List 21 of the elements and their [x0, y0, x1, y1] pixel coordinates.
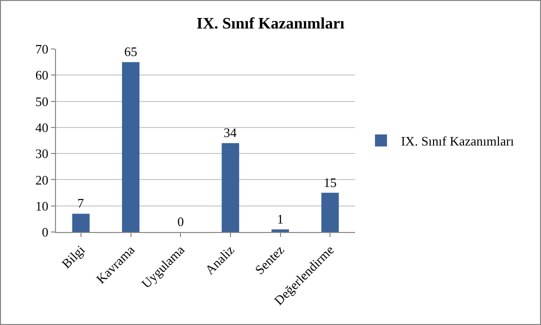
y-tick-label: 20 — [35, 172, 48, 188]
data-label: 0 — [177, 214, 184, 229]
y-tick-label: 0 — [42, 224, 48, 240]
chart-title: IX. Sınıf Kazanımları — [196, 15, 346, 32]
y-tick-label: 70 — [35, 42, 48, 57]
data-label: 34 — [224, 125, 238, 140]
data-label: 1 — [277, 211, 284, 226]
bar — [272, 229, 289, 232]
data-label: 15 — [324, 174, 337, 190]
bar — [222, 143, 240, 232]
data-label: 7 — [77, 196, 84, 211]
legend-label: IX. Sınıf Kazanımları — [400, 134, 514, 149]
bar — [72, 214, 90, 232]
bar — [321, 192, 339, 232]
data-label: 65 — [124, 44, 138, 60]
y-tick-label: 30 — [35, 146, 48, 162]
y-tick-label: 50 — [35, 94, 48, 109]
y-tick-label: 40 — [35, 120, 48, 135]
y-tick-label: 10 — [35, 198, 48, 214]
bar — [122, 62, 140, 232]
y-tick-label: 60 — [35, 68, 48, 83]
